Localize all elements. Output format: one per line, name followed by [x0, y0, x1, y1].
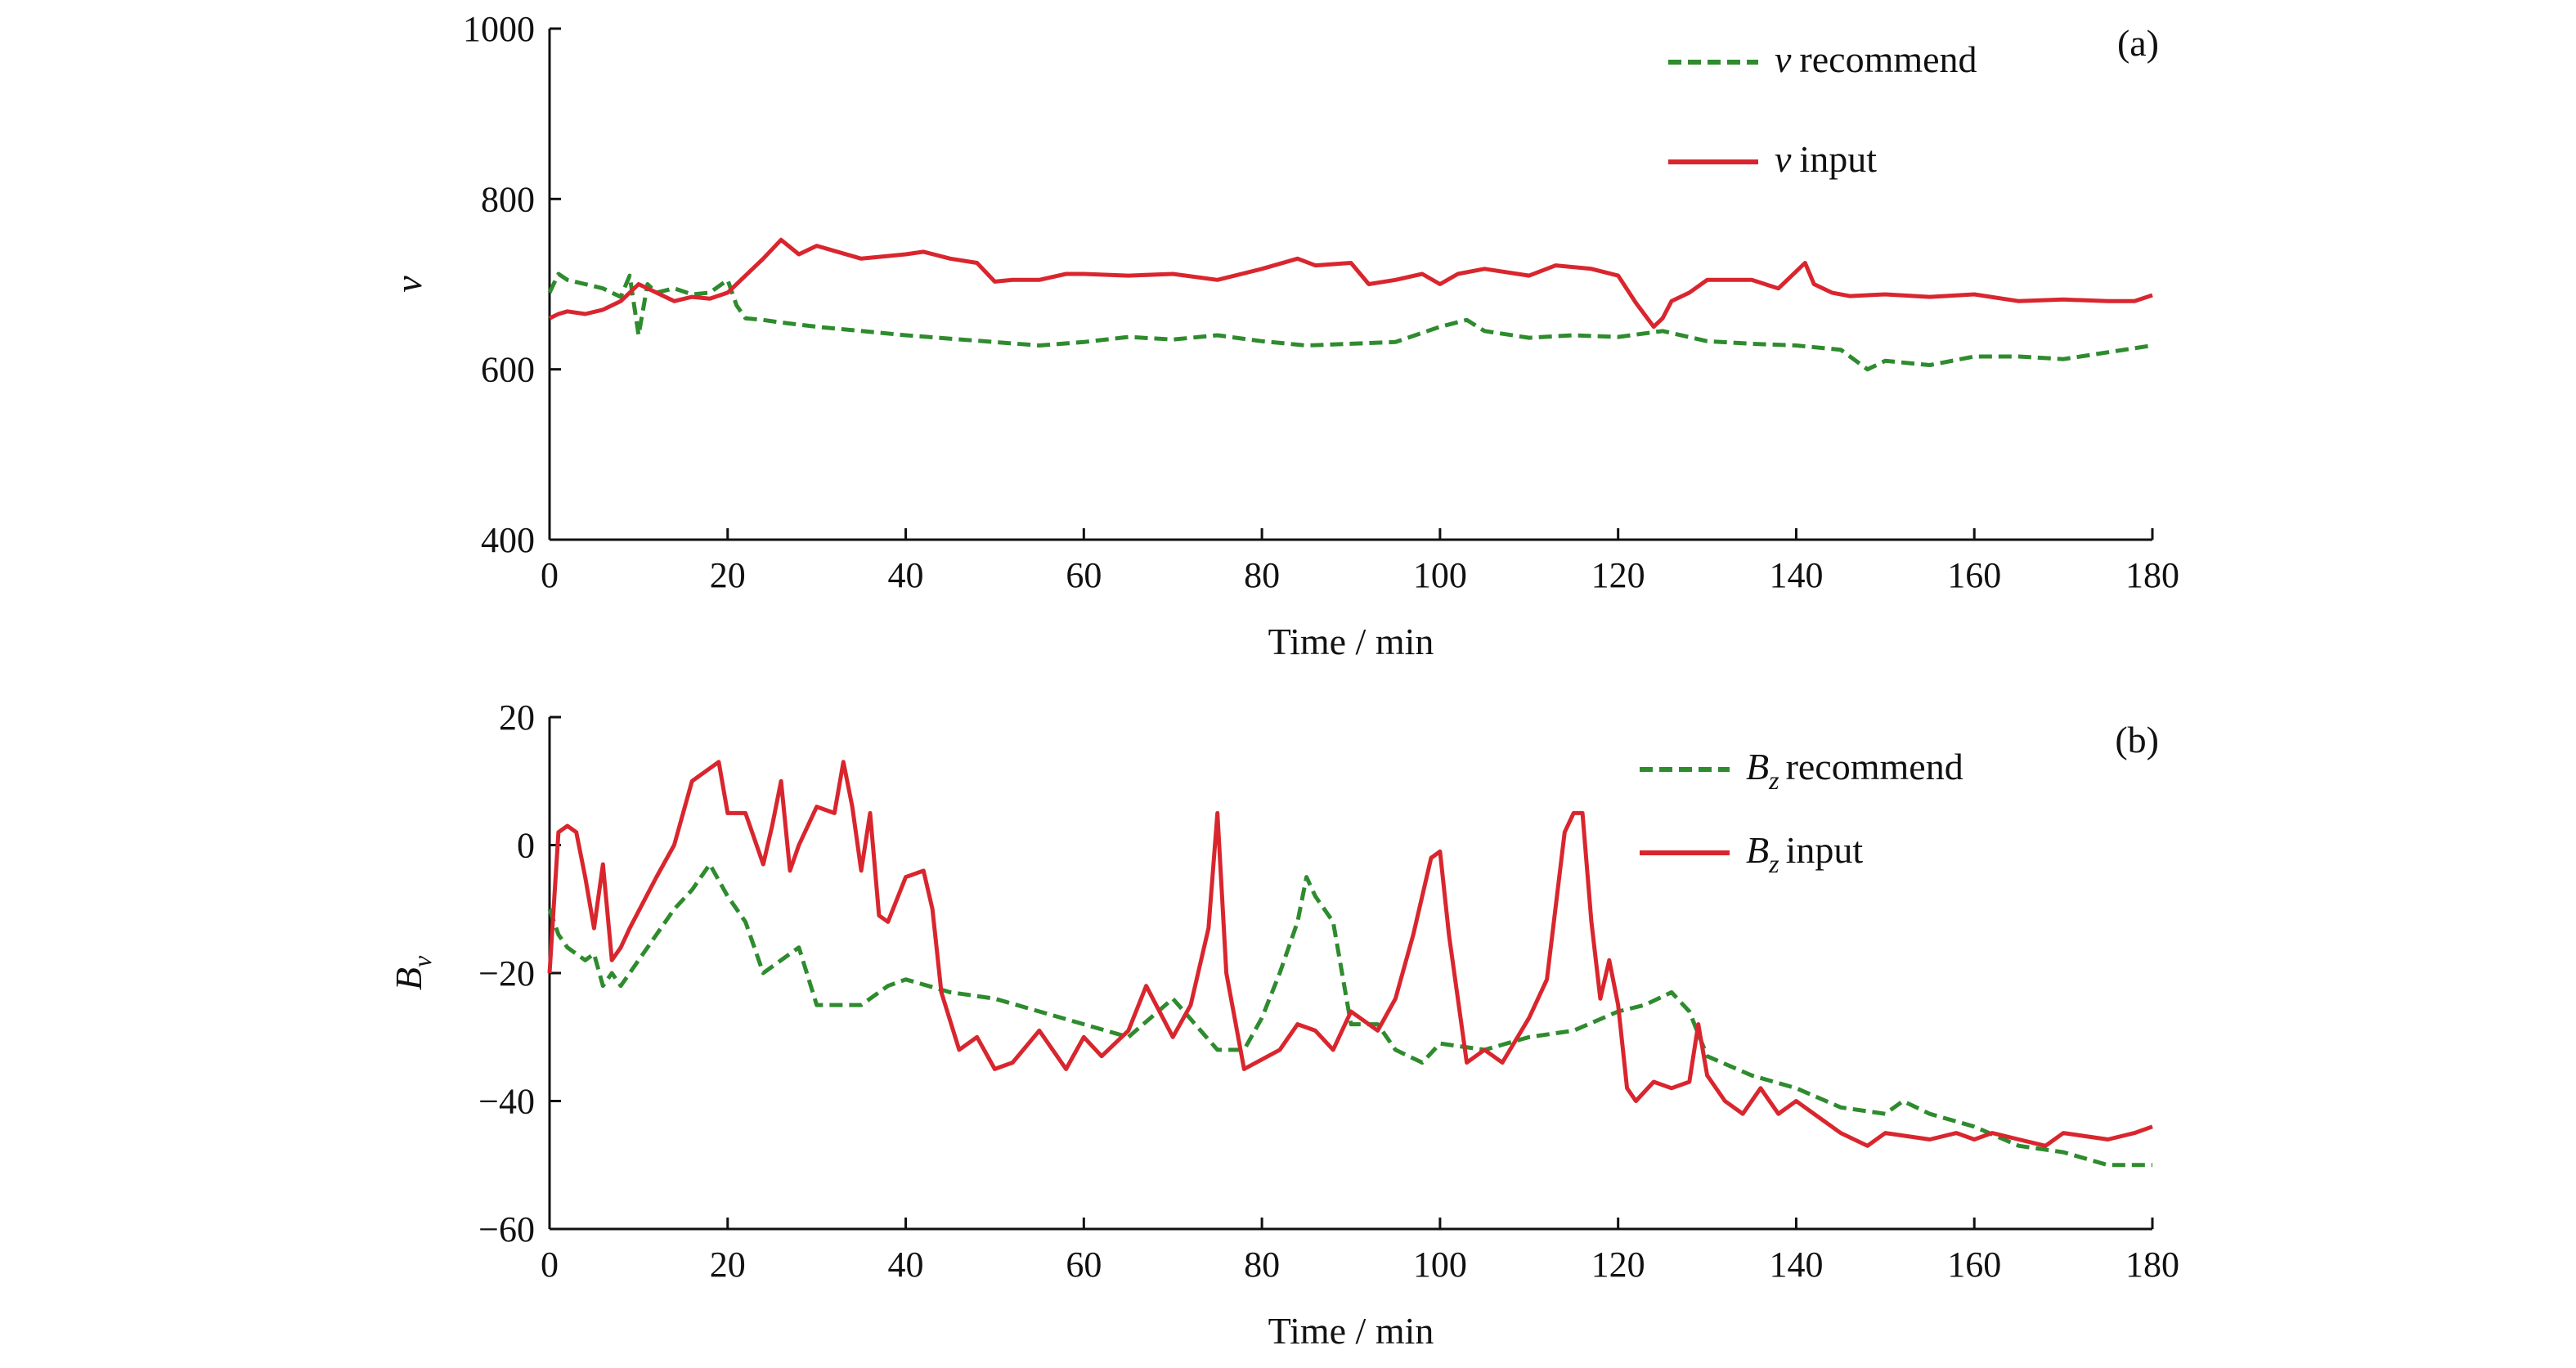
y-tick-label: 20	[499, 697, 535, 738]
legend-label: Bz input	[1746, 829, 1863, 878]
y-tick-label: −40	[478, 1082, 535, 1122]
y-tick-label: 0	[517, 826, 535, 866]
legend-label: v recommend	[1775, 38, 1977, 80]
legend-subscript: z	[1768, 765, 1779, 795]
x-tick-label: 100	[1413, 1245, 1467, 1285]
x-tick-label: 60	[1066, 555, 1102, 595]
x-tick-label: 20	[710, 555, 746, 595]
legend-text: recommend	[1799, 38, 1977, 80]
x-tick-label: 40	[888, 1245, 924, 1285]
series-line-input	[548, 237, 2153, 330]
y-axis-label-symbol: v	[388, 276, 429, 293]
x-tick-label: 120	[1591, 555, 1645, 595]
panel-label: (b)	[2115, 719, 2159, 760]
y-tick-label: −20	[478, 953, 535, 993]
legend-subscript: z	[1768, 849, 1779, 878]
x-tick-label: 180	[2125, 1245, 2179, 1285]
legend-text: input	[1786, 829, 1864, 871]
x-tick-label: 60	[1066, 1245, 1102, 1285]
y-tick-label: 1000	[463, 9, 535, 49]
y-axis-label-subscript: v	[407, 955, 437, 967]
legend-symbol: v	[1775, 38, 1792, 80]
legend-symbol: B	[1746, 829, 1769, 871]
x-tick-label: 180	[2125, 555, 2179, 595]
y-tick-label: 600	[481, 350, 535, 390]
y-axis-label: v	[388, 276, 429, 293]
y-tick-label: −60	[478, 1209, 535, 1249]
x-tick-label: 0	[541, 555, 559, 595]
y-axis-label: Bv	[388, 955, 437, 990]
legend-label: v input	[1775, 138, 1877, 180]
x-tick-label: 100	[1413, 555, 1467, 595]
chart-panel-a: 0 20 40 60 80 100 120 140 160 180 400 600 800 1000 Tim…	[388, 9, 2179, 662]
series-line-recommend	[547, 271, 2153, 372]
panel-label: (a)	[2117, 22, 2159, 64]
series-line-input	[547, 760, 2153, 1148]
x-tick-label: 160	[1947, 1245, 2001, 1285]
legend-label: Bz recommend	[1746, 746, 1963, 795]
x-tick-label: 0	[541, 1245, 559, 1285]
x-axis-label: Time / min	[1268, 621, 1434, 662]
legend-text: input	[1799, 138, 1877, 180]
series-line-recommend	[547, 862, 2152, 1168]
legend-symbol: B	[1746, 746, 1769, 787]
x-axis-label: Time / min	[1268, 1310, 1434, 1352]
y-tick-label: 400	[481, 520, 535, 560]
legend-text: recommend	[1786, 746, 1963, 787]
legend-symbol: v	[1775, 138, 1792, 180]
x-tick-label: 160	[1947, 555, 2001, 595]
x-tick-label: 80	[1244, 1245, 1280, 1285]
x-tick-label: 120	[1591, 1245, 1645, 1285]
x-tick-label: 140	[1769, 1245, 1823, 1285]
y-tick-label: 800	[481, 179, 535, 219]
x-tick-label: 40	[888, 555, 924, 595]
x-tick-label: 140	[1769, 555, 1823, 595]
x-tick-label: 80	[1244, 555, 1280, 595]
x-tick-label: 20	[710, 1245, 746, 1285]
chart-panel-b: 0 20 40 60 80 100 120 140 160 180 −60 −40 −20 0 20 Time…	[388, 697, 2179, 1352]
y-axis-label-symbol: B	[388, 967, 429, 990]
